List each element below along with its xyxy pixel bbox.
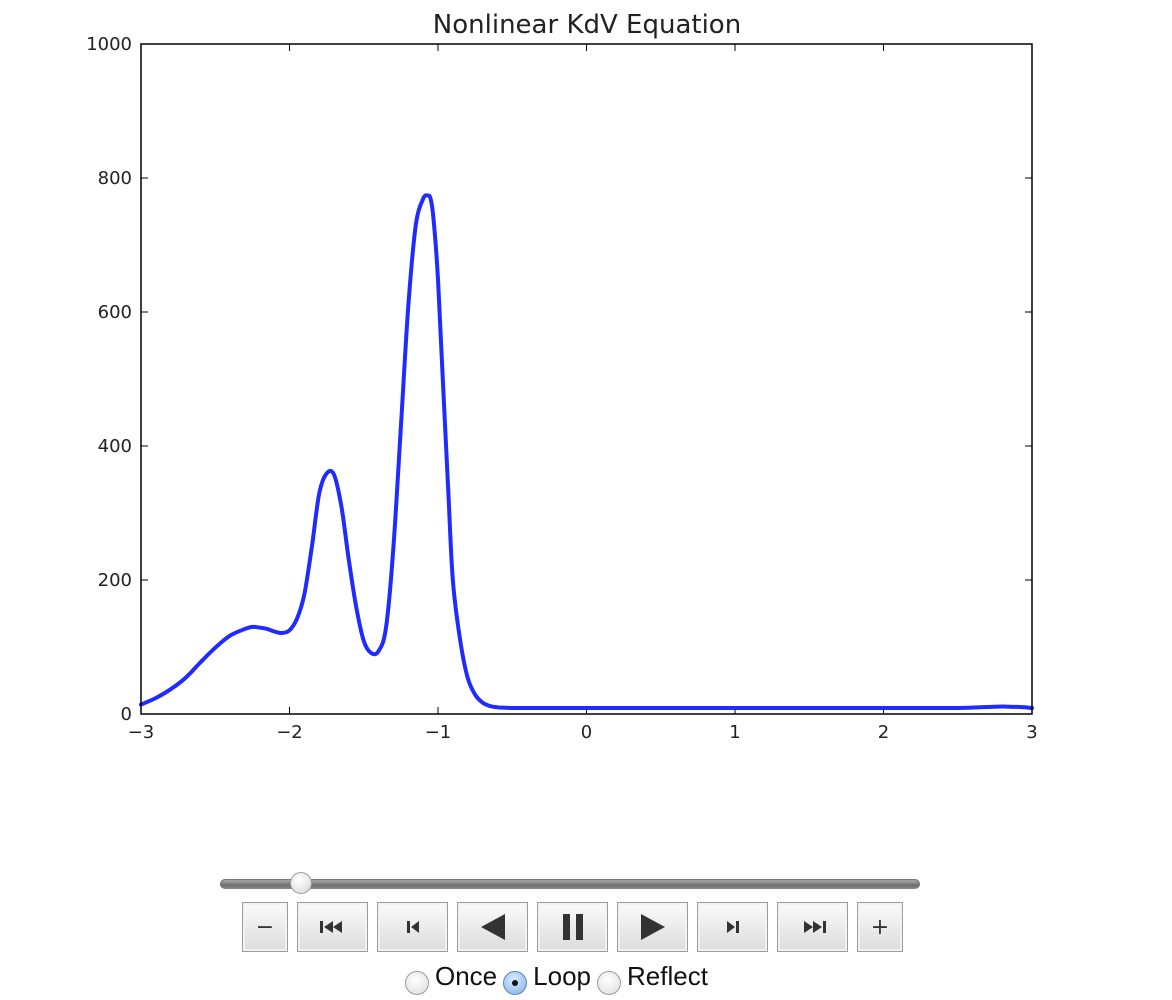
axis-ticks xyxy=(140,43,1033,715)
skip-to-last-icon xyxy=(803,921,826,933)
reflect-radio[interactable] xyxy=(597,971,621,995)
x-tick-label: −1 xyxy=(425,722,452,743)
y-tick-label: 0 xyxy=(121,704,132,725)
skip-to-first-icon xyxy=(319,921,342,933)
x-tick-label: 1 xyxy=(729,722,740,743)
y-tick-label: 600 xyxy=(98,302,132,323)
mode-once[interactable]: Once xyxy=(405,957,497,995)
frame-slider[interactable] xyxy=(220,872,920,894)
y-tick-label: 800 xyxy=(98,168,132,189)
next-frame-button[interactable] xyxy=(697,902,768,952)
radio-dot xyxy=(512,980,519,986)
loop-label: Loop xyxy=(533,960,591,991)
step-back-icon xyxy=(406,921,419,933)
pause-icon xyxy=(562,914,583,940)
loop-radio[interactable] xyxy=(503,971,528,995)
y-tick-label: 1000 xyxy=(86,34,132,55)
first-frame-button[interactable] xyxy=(297,902,368,952)
axis-tick-labels: −3 −2 −1 0 1 2 3 0 200 400 600 800 1000 xyxy=(86,34,1038,743)
last-frame-button[interactable] xyxy=(777,902,848,952)
play-button[interactable] xyxy=(617,902,688,952)
x-tick-label: −3 xyxy=(128,722,155,743)
play-reverse-button[interactable] xyxy=(457,902,528,952)
increase-speed-button[interactable]: + xyxy=(857,902,903,952)
play-icon xyxy=(640,914,665,940)
pause-button[interactable] xyxy=(537,902,608,952)
plot-frame xyxy=(140,43,1033,715)
loop-mode-selector: Once Loop Reflect xyxy=(405,956,714,996)
x-tick-label: 0 xyxy=(581,722,592,743)
play-reverse-icon xyxy=(480,914,505,940)
step-forward-icon xyxy=(726,921,739,933)
mode-loop[interactable]: Loop xyxy=(503,957,591,995)
decrease-speed-button[interactable]: − xyxy=(242,902,288,952)
once-label: Once xyxy=(435,960,498,991)
series-line xyxy=(139,193,1034,711)
x-tick-label: −2 xyxy=(276,722,303,743)
x-tick-label: 2 xyxy=(878,722,889,743)
once-radio[interactable] xyxy=(405,971,429,995)
x-tick-label: 3 xyxy=(1026,722,1037,743)
kdv-chart: Nonlinear KdV Equation −3 −2 −1 0 1 2 3 0 200 400… xyxy=(86,10,1038,743)
chart-title: Nonlinear KdV Equation xyxy=(433,10,741,40)
y-tick-label: 400 xyxy=(98,436,132,457)
reflect-label: Reflect xyxy=(627,960,708,991)
animation-controls: − xyxy=(242,902,903,952)
previous-frame-button[interactable] xyxy=(377,902,448,952)
slider-thumb[interactable] xyxy=(289,872,312,894)
mode-reflect[interactable]: Reflect xyxy=(597,957,708,995)
y-tick-label: 200 xyxy=(98,570,132,591)
